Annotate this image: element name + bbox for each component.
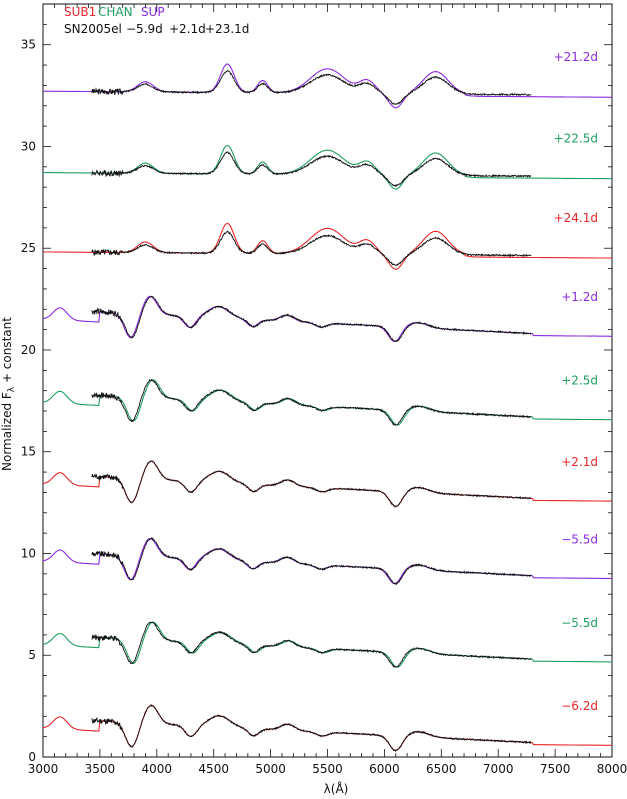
y-tick-label: 30 <box>21 139 36 153</box>
y-tick-label: 5 <box>28 648 36 662</box>
y-axis-label-sub: λ <box>7 386 17 392</box>
model-spectrum-chan <box>43 144 612 190</box>
plot-frame <box>42 3 613 758</box>
observed-spectrum <box>91 151 532 188</box>
x-tick-label: 3000 <box>28 762 59 776</box>
epoch-label: −6.2d <box>561 699 598 713</box>
legend-epoch-2: +2.1d <box>169 22 206 36</box>
legend-epoch-1: −5.9d <box>126 22 163 36</box>
observed-spectrum <box>91 295 532 343</box>
x-tick-label: 7500 <box>540 762 571 776</box>
x-tick-label: 6500 <box>426 762 457 776</box>
observed-spectrum <box>91 378 532 426</box>
observed-spectrum <box>91 703 532 753</box>
y-tick-label: 25 <box>21 241 36 255</box>
model-spectrum-sup <box>43 63 612 109</box>
epoch-labels: +21.2d +22.5d +24.1d +1.2d +2.5d +2.1d −5.5d −5… <box>554 50 598 713</box>
legend-model-sup: SUP <box>141 5 165 19</box>
legend: SUB1 CHAN SUP SN2005el −5.9d +2.1d +23.1… <box>64 5 249 36</box>
y-tick-label: 10 <box>21 546 36 560</box>
x-tick-label: 6000 <box>369 762 400 776</box>
observed-spectrum <box>91 69 532 105</box>
y-axis-label-main: Normalized F <box>0 392 14 471</box>
model-spectrum-sub1 <box>43 222 612 270</box>
y-tick-label: 35 <box>21 38 36 52</box>
epoch-label: +21.2d <box>554 50 598 64</box>
epoch-label: +22.5d <box>554 131 598 145</box>
legend-model-chan: CHAN <box>98 5 133 19</box>
legend-object: SN2005el <box>64 22 122 36</box>
x-tick-label: 5000 <box>255 762 286 776</box>
observed-spectrum <box>91 230 532 267</box>
y-tick-label: 20 <box>21 343 36 357</box>
y-tick-label: 15 <box>21 445 36 459</box>
legend-model-sub1: SUB1 <box>64 5 96 19</box>
epoch-label: +2.5d <box>561 374 598 388</box>
x-tick-label: 4500 <box>198 762 229 776</box>
legend-epoch-3: +23.1d <box>205 22 249 36</box>
y-axis-label: Normalized Fλ + constant <box>0 317 17 471</box>
epoch-label: −5.5d <box>561 532 598 546</box>
x-tick-label: 8000 <box>597 762 627 776</box>
x-tick-label: 5500 <box>312 762 343 776</box>
spectra-series <box>42 63 613 753</box>
observed-spectrum <box>91 537 532 586</box>
x-tick-label: 4000 <box>142 762 173 776</box>
epoch-label: +2.1d <box>561 455 598 469</box>
epoch-label: −5.5d <box>561 616 598 630</box>
x-axis-label: λ(Å) <box>324 781 349 796</box>
y-tick-label: 0 <box>28 750 36 764</box>
x-tick-label: 3500 <box>85 762 116 776</box>
observed-spectrum <box>91 621 532 668</box>
axes: 3000 3500 4000 4500 5000 5500 6000 6500 7000 7500… <box>21 3 627 776</box>
epoch-label: +1.2d <box>561 290 598 304</box>
x-tick-label: 7000 <box>483 762 514 776</box>
epoch-label: +24.1d <box>554 211 598 225</box>
observed-spectrum <box>91 460 532 508</box>
